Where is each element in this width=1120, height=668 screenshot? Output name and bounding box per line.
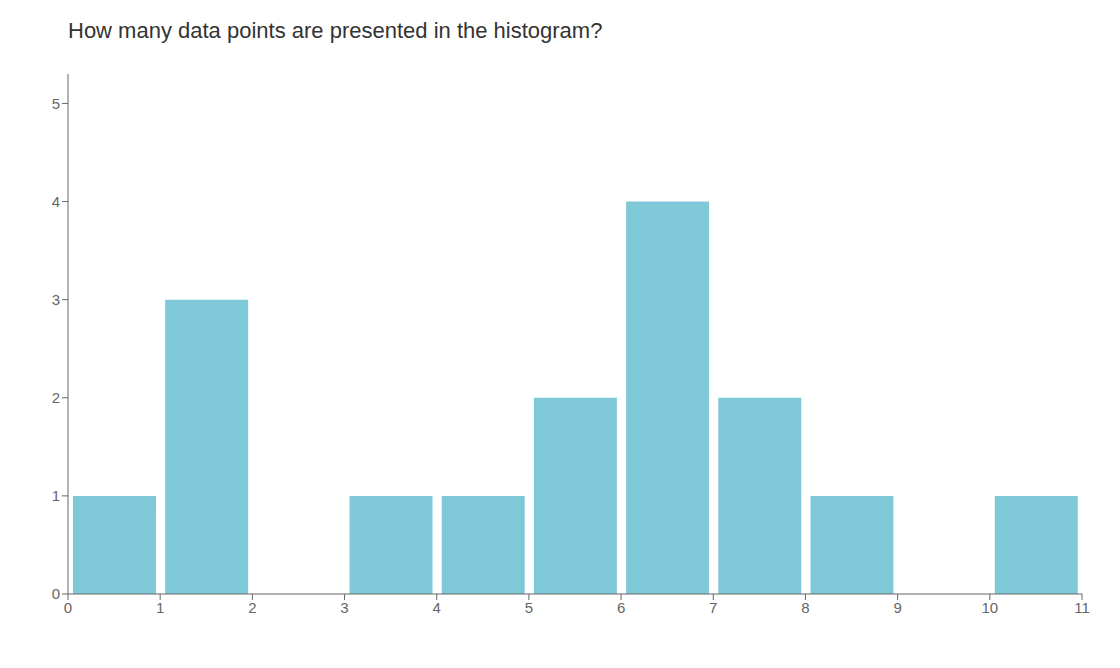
svg-text:5: 5 bbox=[525, 599, 533, 616]
svg-text:2: 2 bbox=[52, 389, 60, 406]
svg-text:2: 2 bbox=[248, 599, 256, 616]
svg-text:1: 1 bbox=[156, 599, 164, 616]
svg-text:10: 10 bbox=[981, 599, 998, 616]
svg-text:6: 6 bbox=[617, 599, 625, 616]
svg-text:4: 4 bbox=[433, 599, 441, 616]
svg-text:8: 8 bbox=[801, 599, 809, 616]
svg-text:0: 0 bbox=[64, 599, 72, 616]
svg-text:5: 5 bbox=[52, 95, 60, 112]
svg-text:11: 11 bbox=[1074, 599, 1090, 616]
svg-text:7: 7 bbox=[709, 599, 717, 616]
html-text:How many data points are prese: How many data points are presented in th… bbox=[68, 18, 603, 43]
svg-text:9: 9 bbox=[893, 599, 901, 616]
svg-text:3: 3 bbox=[340, 599, 348, 616]
svg-text:4: 4 bbox=[52, 193, 60, 210]
svg-text:0: 0 bbox=[52, 585, 60, 602]
svg-text:1: 1 bbox=[52, 487, 60, 504]
svg-text:3: 3 bbox=[52, 291, 60, 308]
